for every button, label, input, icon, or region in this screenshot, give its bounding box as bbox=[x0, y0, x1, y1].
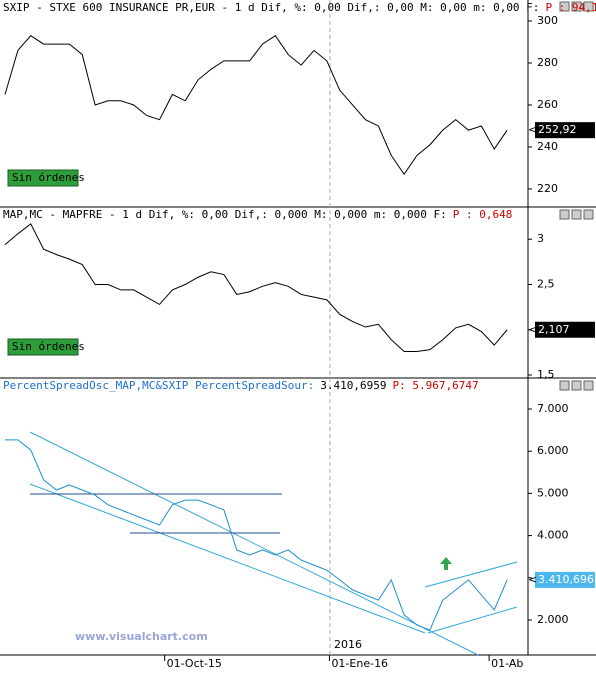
header-price: P : 94,1 bbox=[545, 1, 596, 14]
y-tick-label: 240 bbox=[537, 140, 558, 153]
last-value-label: 252,92 bbox=[538, 123, 577, 136]
y-tick-label: 260 bbox=[537, 98, 558, 111]
x-tick-label: 01-Oct-15 bbox=[167, 657, 222, 670]
buy-arrow bbox=[440, 557, 452, 570]
y-tick-label: 300 bbox=[537, 14, 558, 27]
orders-badge[interactable] bbox=[7, 338, 79, 356]
last-value-arrow: < bbox=[528, 573, 537, 586]
y-tick-label: 220 bbox=[537, 182, 558, 195]
y-tick-label: 3 bbox=[537, 232, 544, 245]
orders-badge[interactable] bbox=[7, 169, 79, 187]
y-tick-label: 5.000 bbox=[537, 486, 569, 499]
header-value: 3.410,6959 bbox=[320, 379, 386, 392]
panel-header: MAP,MC - MAPFRE - 1 d Dif, %: 0,00 Dif,:… bbox=[3, 208, 512, 221]
last-value-label: 3.410,696 bbox=[538, 573, 594, 586]
price-line bbox=[4, 35, 508, 176]
header-title: PercentSpreadOsc_MAP,MC&SXIP PercentSpre… bbox=[3, 379, 314, 392]
price-line bbox=[5, 439, 508, 631]
panel-header: PercentSpreadOsc_MAP,MC&SXIP PercentSpre… bbox=[3, 379, 479, 392]
y-tick-label: 2,5 bbox=[537, 277, 555, 290]
last-value-box bbox=[535, 571, 595, 588]
x-tick-label: 01-Ene-16 bbox=[331, 657, 388, 670]
panel-buttons[interactable] bbox=[559, 1, 594, 391]
y-tick-label: 280 bbox=[537, 56, 558, 69]
last-value-label: 2,107 bbox=[538, 323, 570, 336]
support-lines bbox=[30, 493, 282, 534]
panel-header: SXIP - STXE 600 INSURANCE PR,EUR - 1 d D… bbox=[3, 1, 596, 14]
y-tick-label: 2.000 bbox=[537, 613, 569, 626]
y-tick-label: 1,5 bbox=[537, 368, 555, 381]
last-value-arrow: < bbox=[528, 323, 537, 336]
year-box bbox=[332, 637, 360, 651]
y-tick-label: 7.000 bbox=[537, 402, 569, 415]
price-line bbox=[4, 223, 508, 352]
header-price: P : 0,648 bbox=[453, 208, 513, 221]
y-tick-label: 6.000 bbox=[537, 444, 569, 457]
y-tick-label: 4.000 bbox=[537, 529, 569, 542]
orders-label[interactable]: Sin órdenes bbox=[12, 171, 85, 184]
header-title: SXIP - STXE 600 INSURANCE PR,EUR - 1 d D… bbox=[3, 1, 539, 14]
watermark: www.visualchart.com bbox=[75, 630, 208, 643]
last-value-box bbox=[535, 321, 595, 338]
header-title: MAP,MC - MAPFRE - 1 d Dif, %: 0,00 Dif,:… bbox=[3, 208, 447, 221]
last-value-box bbox=[535, 122, 595, 139]
last-value-arrow: < bbox=[528, 123, 537, 136]
header-price: P: 5.967,6747 bbox=[393, 379, 479, 392]
year-label: 2016 bbox=[334, 638, 362, 651]
x-tick-label: 01-Ab bbox=[491, 657, 523, 670]
trend-lines bbox=[29, 431, 518, 656]
orders-label[interactable]: Sin órdenes bbox=[12, 340, 85, 353]
